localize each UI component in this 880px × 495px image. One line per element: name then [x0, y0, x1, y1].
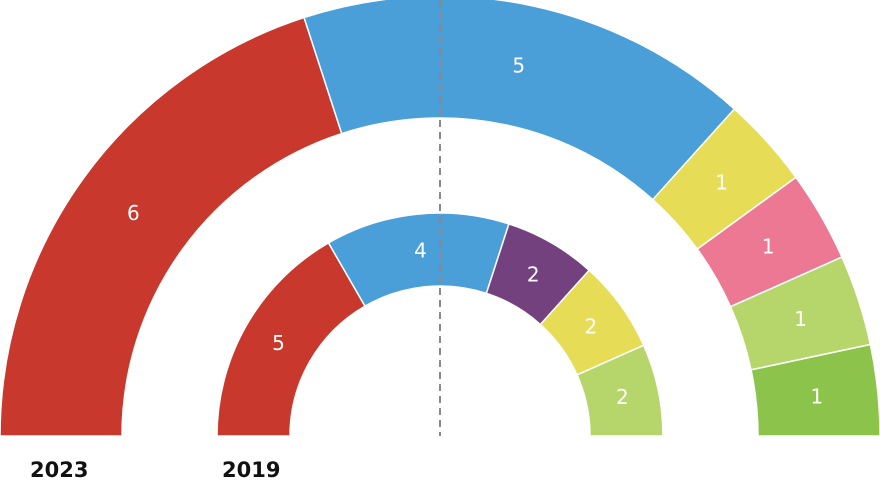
- segment-2023-1: [303, 0, 736, 201]
- segment-label-2019-3: 2: [585, 314, 598, 338]
- segment-2019-4: [576, 344, 664, 437]
- segment-label-2023-5: 1: [811, 384, 824, 408]
- segment-label-2023-4: 1: [794, 307, 807, 331]
- segment-label-2019-4: 2: [616, 385, 629, 409]
- segment-2019-0: [216, 241, 367, 437]
- segment-label-2019-1: 4: [414, 239, 427, 263]
- segment-label-2023-1: 5: [512, 53, 525, 77]
- ring-label-2023: 2023: [30, 458, 89, 482]
- segment-label-2023-0: 6: [127, 201, 140, 225]
- segment-2023-5: [750, 343, 880, 437]
- segment-label-2023-3: 1: [762, 235, 775, 259]
- segment-label-2023-2: 1: [715, 170, 728, 194]
- segment-2023-0: [0, 16, 343, 437]
- ring-label-2019: 2019: [222, 458, 281, 482]
- segment-label-2019-2: 2: [527, 262, 540, 286]
- segment-label-2019-0: 5: [272, 331, 285, 355]
